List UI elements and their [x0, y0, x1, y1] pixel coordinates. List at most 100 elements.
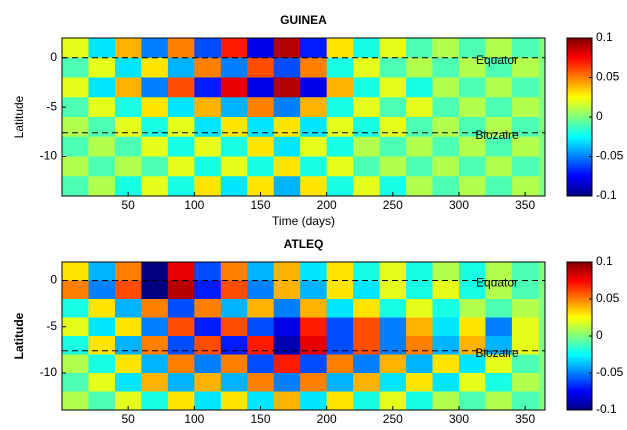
heat-cell	[511, 136, 539, 157]
heat-cell	[458, 280, 486, 300]
heat-cell	[167, 97, 195, 118]
heat-cell	[194, 317, 222, 337]
heat-cell	[432, 77, 460, 98]
heat-cell	[300, 299, 328, 318]
heat-cell	[432, 117, 460, 138]
heat-cell	[326, 317, 354, 337]
y-tick-label: 0	[50, 273, 57, 287]
x-tick-label: 350	[515, 412, 535, 425]
heat-cell	[220, 354, 248, 374]
heat-cell	[273, 176, 301, 197]
heat-cell	[511, 176, 539, 197]
reference-label: Equator	[476, 53, 518, 67]
heat-cell	[141, 280, 169, 300]
heat-cell	[114, 117, 142, 138]
heat-cell	[220, 97, 248, 118]
heat-cell	[458, 156, 486, 177]
heat-cell	[485, 117, 513, 138]
heat-cell	[485, 176, 513, 197]
heat-cell	[379, 176, 407, 197]
heat-cell	[141, 262, 169, 281]
heat-cell	[485, 354, 513, 374]
heat-cell	[273, 117, 301, 138]
heat-cell	[458, 38, 486, 59]
y-tick-label: -10	[40, 365, 58, 379]
heat-cell	[379, 373, 407, 392]
heat-cell	[458, 136, 486, 157]
heat-cell	[406, 299, 434, 318]
heat-cell	[114, 57, 142, 78]
y-axis-label: Latitude	[12, 312, 26, 359]
heat-cell	[458, 299, 486, 318]
heat-cell	[458, 117, 486, 138]
heat-cell	[353, 280, 381, 300]
heat-cell	[485, 57, 513, 78]
x-tick-label: 300	[449, 412, 469, 425]
heat-cell	[88, 391, 116, 411]
x-tick-label: 250	[383, 198, 403, 212]
heat-cell	[114, 38, 142, 59]
heat-cell	[247, 299, 275, 318]
heat-cell	[379, 57, 407, 78]
heat-cell	[353, 176, 381, 197]
heat-cell	[485, 97, 513, 118]
heat-cell	[511, 38, 539, 59]
colorbar-tick-label: 0	[596, 328, 603, 342]
heat-cell	[220, 117, 248, 138]
heat-cell	[220, 317, 248, 337]
heat-cell	[379, 262, 407, 281]
heat-cell	[247, 57, 275, 78]
heat-cell	[62, 57, 89, 78]
heat-cell	[62, 317, 89, 337]
heat-cell	[379, 38, 407, 59]
heat-cell	[194, 57, 222, 78]
heat-cell	[485, 262, 513, 281]
heat-cell	[432, 156, 460, 177]
heat-cell	[326, 97, 354, 118]
heat-cell	[300, 156, 328, 177]
heat-cell	[511, 262, 539, 281]
heat-cell	[379, 156, 407, 177]
heat-cell	[88, 38, 116, 59]
heat-cell	[114, 262, 142, 281]
heat-cell	[326, 354, 354, 374]
heat-cell	[141, 391, 169, 411]
heat-cell	[458, 336, 486, 355]
heat-cell	[300, 97, 328, 118]
heat-cell	[220, 262, 248, 281]
heat-cell	[220, 391, 248, 411]
heat-cell	[114, 280, 142, 300]
heat-cell	[511, 77, 539, 98]
heat-cell	[326, 391, 354, 411]
heat-cell	[167, 336, 195, 355]
heat-cell	[247, 391, 275, 411]
heat-cell	[194, 176, 222, 197]
heat-cell	[273, 336, 301, 355]
heat-cell	[326, 136, 354, 157]
heat-cell	[88, 336, 116, 355]
heat-cell	[379, 354, 407, 374]
heat-cell	[485, 280, 513, 300]
heat-cell	[247, 97, 275, 118]
heat-cell	[62, 176, 89, 197]
plot-frame	[61, 261, 546, 411]
heat-cell	[485, 317, 513, 337]
heat-cell	[300, 317, 328, 337]
heat-cell	[141, 136, 169, 157]
x-axis-label: Time (days)	[272, 214, 335, 228]
heat-cell	[353, 57, 381, 78]
heat-cell	[247, 156, 275, 177]
heat-cell	[141, 317, 169, 337]
heat-cell	[379, 117, 407, 138]
colorbar-tick-label: -0.05	[596, 365, 624, 379]
heat-cell	[88, 262, 116, 281]
heat-cell	[114, 391, 142, 411]
heat-cell	[485, 299, 513, 318]
heat-cell	[353, 97, 381, 118]
heat-cell	[273, 391, 301, 411]
heat-cell	[167, 57, 195, 78]
heat-cell	[167, 317, 195, 337]
heat-cell	[458, 77, 486, 98]
heat-cell	[326, 176, 354, 197]
heat-cell	[432, 38, 460, 59]
